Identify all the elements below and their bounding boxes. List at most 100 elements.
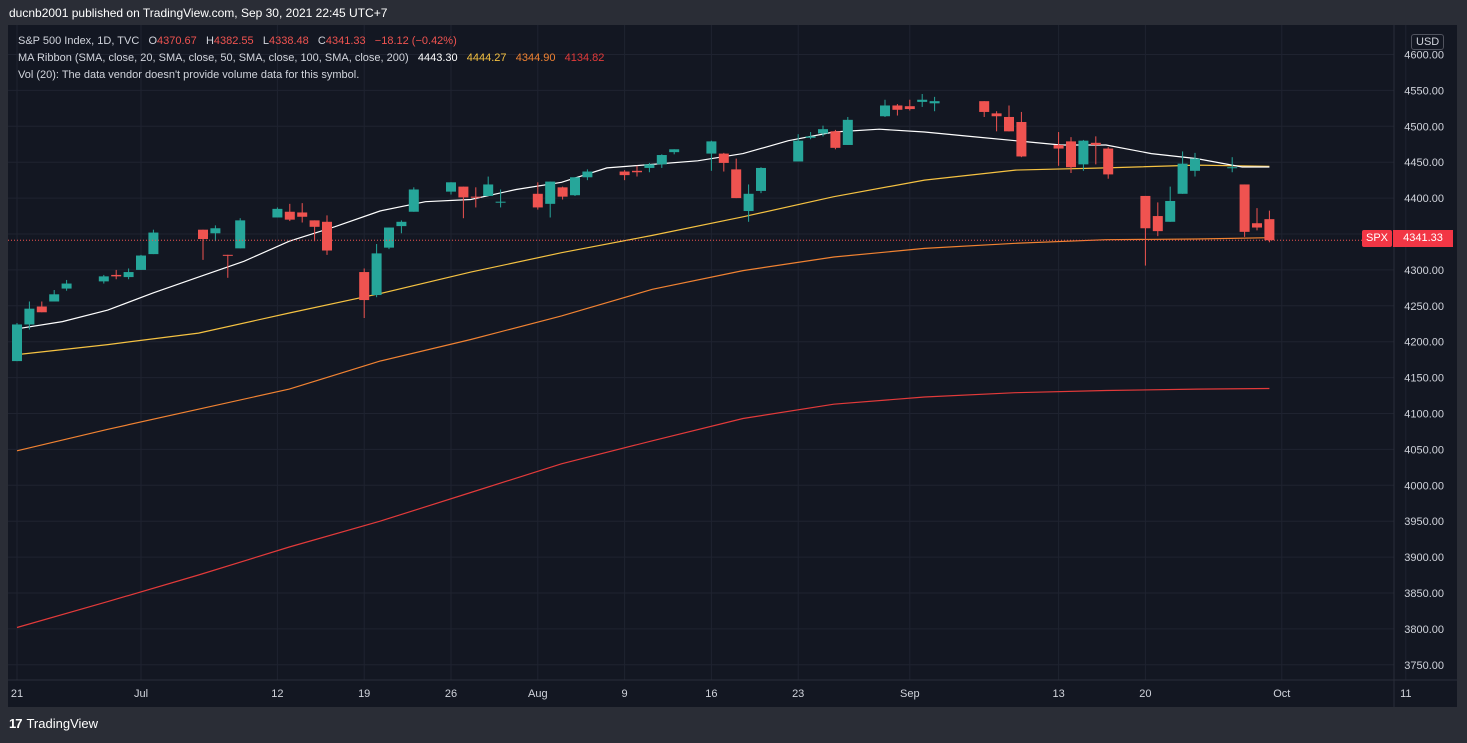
candle-body (1165, 200, 1176, 222)
candle-body (396, 221, 407, 227)
x-tick-label: 21 (11, 688, 23, 700)
candle-body (1227, 167, 1238, 169)
candle-body (1152, 216, 1163, 232)
legend-high: 4382.55 (213, 35, 254, 47)
candle-body (805, 136, 816, 138)
candle-body (371, 253, 382, 296)
candle-body (904, 106, 915, 110)
candle-body (272, 208, 283, 218)
legend-ma-title: MA Ribbon (SMA, close, 20, SMA, close, 5… (18, 52, 409, 64)
legend-low-label: L (262, 35, 269, 47)
candle-body (297, 212, 308, 217)
y-tick-label: 4250.00 (1404, 301, 1444, 313)
y-tick-label: 4600.00 (1404, 50, 1444, 62)
x-tick-label: 13 (1052, 688, 1064, 700)
candle-body (1016, 121, 1027, 157)
ma50-line (16, 164, 1270, 356)
x-tick-label: Aug (528, 688, 548, 700)
x-tick-label: 19 (358, 688, 370, 700)
candle-body (408, 189, 419, 212)
candle-body (619, 171, 630, 176)
candle-body (446, 182, 456, 192)
chart-frame[interactable]: 3750.00 3800.00 3850.00 3900.00 3950.00 4000.… (8, 25, 1457, 707)
candle-body (198, 229, 208, 240)
candle-body (756, 167, 766, 191)
legend-volume-row[interactable]: Vol (20): The data vendor doesn't provid… (18, 69, 360, 81)
candle-body (1053, 144, 1064, 149)
candle-body (731, 169, 742, 199)
x-tick-label: 20 (1139, 688, 1151, 700)
x-tick-label: 12 (271, 688, 283, 700)
candle-body (12, 324, 22, 362)
legend-ma-row[interactable]: MA Ribbon (SMA, close, 20, SMA, close, 5… (18, 52, 604, 64)
tradingview-brand[interactable]: 17 TradingView (9, 716, 98, 731)
legend-symbol[interactable]: S&P 500 Index, 1D, TVC (18, 35, 140, 47)
candle-body (892, 105, 903, 110)
legend-high-label: H (205, 35, 214, 47)
axes: 3750.00 3800.00 3850.00 3900.00 3950.00 4000.… (8, 25, 1457, 707)
tradingview-logo-icon: 17 (9, 716, 23, 731)
candles (12, 93, 1275, 362)
last-price-tag: 4341.33 (1393, 230, 1453, 247)
ma200-line (16, 387, 1270, 629)
candle-body (111, 274, 122, 277)
candle-body (1252, 223, 1262, 228)
candle-body (557, 187, 568, 197)
candle-body (632, 170, 642, 173)
candle-body (929, 101, 940, 104)
candle-body (309, 220, 320, 227)
candle-body (61, 283, 72, 289)
y-tick-label: 3950.00 (1404, 516, 1444, 528)
y-tick-label: 3900.00 (1404, 552, 1444, 564)
candle-body (49, 294, 60, 302)
candle-body (24, 308, 35, 325)
brand-name: TradingView (26, 716, 99, 731)
y-tick-label: 4500.00 (1404, 121, 1444, 133)
candle-body (235, 220, 246, 249)
legend-close-label: C (317, 35, 326, 47)
candle-body (1239, 184, 1250, 232)
candle-body (1177, 163, 1188, 194)
candle-body (718, 153, 729, 163)
candle-body (644, 164, 655, 168)
x-tick-label: 23 (792, 688, 804, 700)
currency-label[interactable]: USD (1411, 34, 1445, 50)
legend-open: 4370.67 (157, 35, 197, 47)
x-tick-label: 16 (705, 688, 717, 700)
candle-body (458, 186, 469, 198)
candle-body (1103, 148, 1114, 175)
legend-open-label: O (148, 35, 158, 47)
candle-body (793, 140, 804, 162)
candle-body (830, 131, 841, 148)
y-tick-label: 4050.00 (1404, 444, 1444, 456)
candle-body (1264, 219, 1275, 241)
candle-body (818, 129, 828, 134)
legend-change: −18.12 (−0.42%) (374, 35, 457, 47)
candle-body (1090, 142, 1101, 145)
chart-canvas[interactable]: 3750.00 3800.00 3850.00 3900.00 3950.00 4000.… (8, 25, 1457, 707)
y-tick-label: 3800.00 (1404, 624, 1444, 636)
candle-body (359, 272, 370, 301)
legend-low: 4338.48 (268, 35, 309, 47)
legend-ma200-value: 4134.82 (564, 52, 605, 64)
candle-body (148, 232, 159, 255)
candle-body (1066, 141, 1076, 168)
candle-body (545, 181, 556, 204)
candle-body (570, 177, 580, 196)
candle-body (582, 171, 593, 178)
candle-body (495, 201, 506, 203)
candle-body (136, 255, 146, 270)
moving-averages (16, 128, 1270, 629)
candle-body (917, 99, 928, 102)
candle-body (532, 193, 543, 208)
candle-body (222, 254, 233, 256)
y-tick-label: 4150.00 (1404, 373, 1444, 385)
y-tick-label: 4300.00 (1404, 265, 1444, 277)
y-tick-label: 3750.00 (1404, 660, 1444, 672)
candle-body (842, 119, 853, 145)
legend-close: 4341.33 (325, 35, 366, 47)
legend-ma50-value: 4444.27 (466, 52, 507, 64)
candle-body (36, 306, 47, 313)
candle-body (991, 113, 1002, 117)
x-tick-label: Sep (900, 688, 920, 700)
